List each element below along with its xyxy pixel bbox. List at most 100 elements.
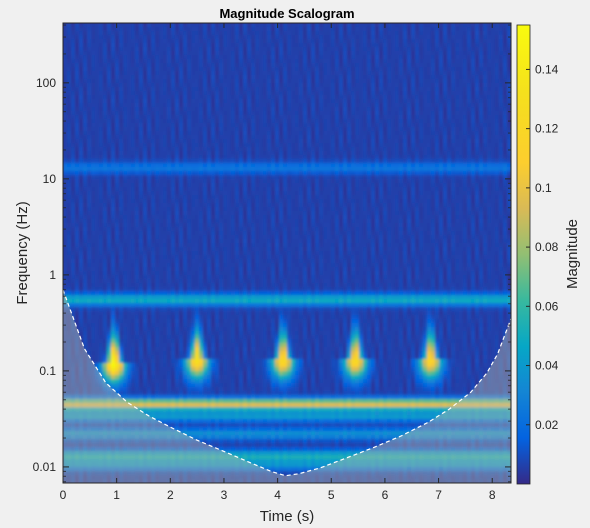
heatmap-cell bbox=[263, 103, 268, 108]
heatmap-cell bbox=[171, 183, 176, 188]
heatmap-cell bbox=[291, 143, 296, 148]
heatmap-cell bbox=[207, 107, 212, 112]
heatmap-cell bbox=[223, 27, 228, 32]
heatmap-cell bbox=[111, 171, 116, 176]
heatmap-cell bbox=[315, 71, 320, 76]
heatmap-cell bbox=[127, 95, 132, 100]
heatmap-cell bbox=[199, 87, 204, 92]
heatmap-cell bbox=[335, 47, 340, 52]
heatmap-cell bbox=[439, 139, 444, 144]
heatmap-cell bbox=[151, 175, 156, 180]
heatmap-cell bbox=[391, 59, 396, 64]
heatmap-cell bbox=[223, 31, 228, 36]
heatmap-cell bbox=[171, 167, 176, 172]
heatmap-cell bbox=[147, 151, 152, 156]
heatmap-cell bbox=[187, 135, 192, 140]
heatmap-cell bbox=[467, 91, 472, 96]
heatmap-cell bbox=[483, 115, 488, 120]
heatmap-cell bbox=[359, 47, 364, 52]
heatmap-cell bbox=[219, 167, 224, 172]
heatmap-cell bbox=[435, 79, 440, 84]
heatmap-cell bbox=[479, 119, 484, 124]
heatmap-cell bbox=[435, 127, 440, 132]
heatmap-cell bbox=[75, 35, 80, 40]
heatmap-cell bbox=[391, 119, 396, 124]
heatmap-cell bbox=[287, 107, 292, 112]
heatmap-cell bbox=[403, 83, 408, 88]
heatmap-cell bbox=[235, 87, 240, 92]
heatmap-cell bbox=[483, 43, 488, 48]
heatmap-cell bbox=[279, 123, 284, 128]
heatmap-cell bbox=[455, 187, 460, 192]
heatmap-cell bbox=[423, 119, 428, 124]
heatmap-cell bbox=[183, 123, 188, 128]
heatmap-cell bbox=[507, 139, 511, 144]
heatmap-cell bbox=[111, 139, 116, 144]
heatmap-cell bbox=[207, 143, 212, 148]
heatmap-cell bbox=[415, 71, 420, 76]
heatmap-cell bbox=[415, 47, 420, 52]
heatmap-cell bbox=[151, 39, 156, 44]
heatmap-cell bbox=[399, 167, 404, 172]
heatmap-cell bbox=[175, 131, 180, 136]
heatmap-cell bbox=[435, 151, 440, 156]
heatmap-cell bbox=[219, 107, 224, 112]
heatmap-cell bbox=[243, 107, 248, 112]
heatmap-cell bbox=[91, 63, 96, 68]
heatmap-cell bbox=[379, 47, 384, 52]
heatmap-cell bbox=[379, 143, 384, 148]
heatmap-cell bbox=[127, 163, 132, 168]
heatmap-cell bbox=[219, 91, 224, 96]
heatmap-cell bbox=[71, 111, 76, 116]
heatmap-cell bbox=[87, 159, 92, 164]
heatmap-cell bbox=[91, 151, 96, 156]
heatmap-cell bbox=[367, 139, 372, 144]
heatmap-cell bbox=[231, 123, 236, 128]
heatmap-cell bbox=[399, 39, 404, 44]
heatmap-cell bbox=[323, 155, 328, 160]
heatmap-cell bbox=[487, 83, 492, 88]
heatmap-cell bbox=[299, 111, 304, 116]
heatmap-cell bbox=[287, 103, 292, 108]
heatmap-cell bbox=[359, 171, 364, 176]
heatmap-cell bbox=[183, 103, 188, 108]
heatmap-cell bbox=[203, 159, 208, 164]
heatmap-cell bbox=[291, 43, 296, 48]
heatmap-cell bbox=[231, 131, 236, 136]
heatmap-cell bbox=[223, 83, 228, 88]
heatmap-cell bbox=[247, 143, 252, 148]
heatmap-cell bbox=[207, 47, 212, 52]
heatmap-cell bbox=[323, 107, 328, 112]
heatmap-cell bbox=[443, 123, 448, 128]
heatmap-cell bbox=[447, 159, 452, 164]
heatmap-cell bbox=[479, 143, 484, 148]
heatmap-cell bbox=[235, 35, 240, 40]
heatmap-cell bbox=[447, 191, 452, 196]
heatmap-cell bbox=[123, 27, 128, 32]
heatmap-cell bbox=[139, 71, 144, 76]
heatmap-cell bbox=[367, 183, 372, 188]
heatmap-cell bbox=[467, 39, 472, 44]
heatmap-cell bbox=[459, 39, 464, 44]
heatmap-cell bbox=[191, 79, 196, 84]
heatmap-cell bbox=[387, 147, 392, 152]
heatmap-cell bbox=[311, 151, 316, 156]
heatmap-cell bbox=[295, 23, 300, 28]
heatmap-cell bbox=[339, 151, 344, 156]
heatmap-cell bbox=[315, 95, 320, 100]
heatmap-cell bbox=[455, 79, 460, 84]
heatmap-cell bbox=[311, 139, 316, 144]
heatmap-cell bbox=[331, 155, 336, 160]
heatmap-cell bbox=[471, 127, 476, 132]
heatmap-cell bbox=[271, 99, 276, 104]
heatmap-cell bbox=[403, 183, 408, 188]
heatmap-cell bbox=[159, 75, 164, 80]
heatmap-cell bbox=[123, 115, 128, 120]
heatmap-cell bbox=[371, 47, 376, 52]
heatmap-cell bbox=[135, 83, 140, 88]
heatmap-cell bbox=[323, 191, 328, 196]
heatmap-cell bbox=[495, 155, 500, 160]
heatmap-cell bbox=[367, 115, 372, 120]
heatmap-cell bbox=[355, 23, 360, 28]
heatmap-cell bbox=[235, 123, 240, 128]
